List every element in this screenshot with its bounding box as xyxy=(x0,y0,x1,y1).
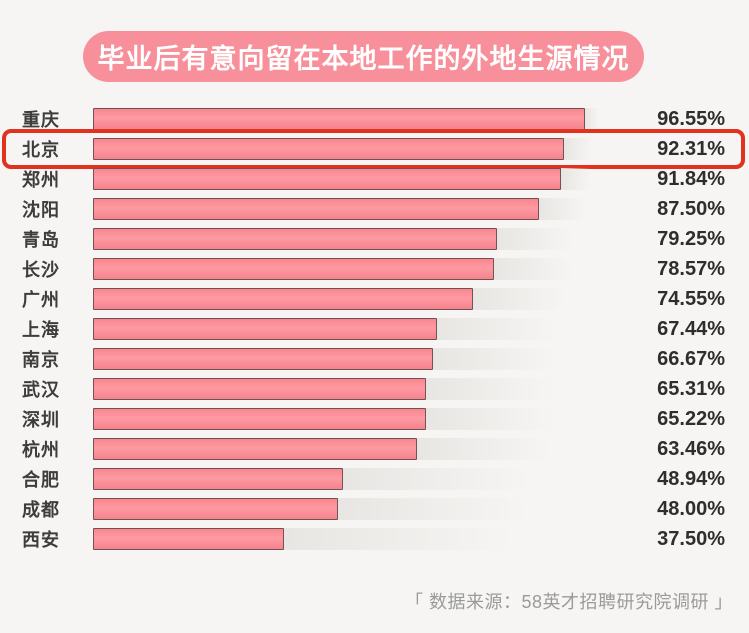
bar-shadow xyxy=(473,288,603,310)
bar-track xyxy=(93,198,603,220)
bar-shadow xyxy=(416,438,603,460)
value-label: 87.50% xyxy=(657,197,725,220)
bar-shadow xyxy=(284,528,603,550)
bar-shadow xyxy=(433,348,603,370)
bar-chart: 重庆 96.55% 北京 92.31% 郑州 91.84% 沈阳 87.50% 青岛 79.25%… xyxy=(0,104,749,554)
bar-track xyxy=(93,348,603,370)
chart-row: 上海 67.44% xyxy=(0,314,749,344)
bar-shadow xyxy=(337,498,603,520)
value-label: 91.84% xyxy=(657,167,725,190)
city-label: 青岛 xyxy=(22,230,60,250)
bar-fill xyxy=(93,288,474,310)
value-label: 48.94% xyxy=(657,467,725,490)
value-label: 66.67% xyxy=(657,347,725,370)
bar-fill xyxy=(93,438,417,460)
chart-row: 西安 37.50% xyxy=(0,524,749,554)
bar-track xyxy=(93,138,603,160)
bar-shadow xyxy=(539,198,603,220)
city-label: 沈阳 xyxy=(22,200,60,220)
bar-shadow xyxy=(425,408,603,430)
bar-fill xyxy=(93,228,498,250)
bar-fill xyxy=(93,408,426,430)
bar-fill xyxy=(93,318,437,340)
city-label: 上海 xyxy=(22,320,60,340)
bar-shadow xyxy=(497,228,603,250)
chart-row: 郑州 91.84% xyxy=(0,164,749,194)
bar-fill xyxy=(93,258,494,280)
bar-shadow xyxy=(493,258,603,280)
bar-fill xyxy=(93,498,338,520)
city-label: 长沙 xyxy=(22,260,60,280)
city-label: 北京 xyxy=(22,140,60,160)
value-label: 63.46% xyxy=(657,437,725,460)
city-label: 合肥 xyxy=(22,470,60,490)
value-label: 78.57% xyxy=(657,257,725,280)
bar-track xyxy=(93,318,603,340)
bar-fill xyxy=(93,168,562,190)
value-label: 92.31% xyxy=(657,137,725,160)
value-label: 65.31% xyxy=(657,377,725,400)
chart-row: 北京 92.31% xyxy=(0,129,749,169)
city-label: 西安 xyxy=(22,530,60,550)
chart-row: 深圳 65.22% xyxy=(0,404,749,434)
bar-track xyxy=(93,228,603,250)
value-label: 65.22% xyxy=(657,407,725,430)
bar-fill xyxy=(93,528,285,550)
city-label: 重庆 xyxy=(22,110,60,130)
chart-row: 沈阳 87.50% xyxy=(0,194,749,224)
city-label: 杭州 xyxy=(22,440,60,460)
bar-track xyxy=(93,168,603,190)
city-label: 广州 xyxy=(22,290,60,310)
value-label: 37.50% xyxy=(657,527,725,550)
bar-track xyxy=(93,528,603,550)
city-label: 南京 xyxy=(22,350,60,370)
city-label: 郑州 xyxy=(22,170,60,190)
bar-fill xyxy=(93,378,427,400)
bar-track xyxy=(93,408,603,430)
bar-track xyxy=(93,498,603,520)
value-label: 48.00% xyxy=(657,497,725,520)
city-label: 深圳 xyxy=(22,410,60,430)
value-label: 96.55% xyxy=(657,107,725,130)
bar-shadow xyxy=(585,108,603,130)
chart-row: 南京 66.67% xyxy=(0,344,749,374)
chart-row: 青岛 79.25% xyxy=(0,224,749,254)
bar-track xyxy=(93,378,603,400)
bar-fill xyxy=(93,108,586,130)
value-label: 67.44% xyxy=(657,317,725,340)
chart-row: 成都 48.00% xyxy=(0,494,749,524)
bar-shadow xyxy=(426,378,603,400)
bar-shadow xyxy=(436,318,603,340)
bar-fill xyxy=(93,198,540,220)
chart-row: 长沙 78.57% xyxy=(0,254,749,284)
bar-track xyxy=(93,108,603,130)
chart-row: 广州 74.55% xyxy=(0,284,749,314)
chart-title-badge: 毕业后有意向留在本地工作的外地生源情况 xyxy=(83,31,644,82)
bar-shadow xyxy=(561,168,603,190)
value-label: 79.25% xyxy=(657,227,725,250)
bar-fill xyxy=(93,138,564,160)
bar-track xyxy=(93,438,603,460)
bar-shadow xyxy=(563,138,603,160)
bar-fill xyxy=(93,348,434,370)
value-label: 74.55% xyxy=(657,287,725,310)
chart-row: 武汉 65.31% xyxy=(0,374,749,404)
bar-shadow xyxy=(342,468,603,490)
bar-track xyxy=(93,258,603,280)
chart-row: 重庆 96.55% xyxy=(0,104,749,134)
city-label: 成都 xyxy=(22,500,60,520)
bar-fill xyxy=(93,468,343,490)
city-label: 武汉 xyxy=(22,380,60,400)
bar-track xyxy=(93,468,603,490)
chart-row: 杭州 63.46% xyxy=(0,434,749,464)
chart-title: 毕业后有意向留在本地工作的外地生源情况 xyxy=(97,44,630,74)
bar-track xyxy=(93,288,603,310)
chart-row: 合肥 48.94% xyxy=(0,464,749,494)
source-note: 「 数据来源：58英才招聘研究院调研 」 xyxy=(404,592,733,612)
